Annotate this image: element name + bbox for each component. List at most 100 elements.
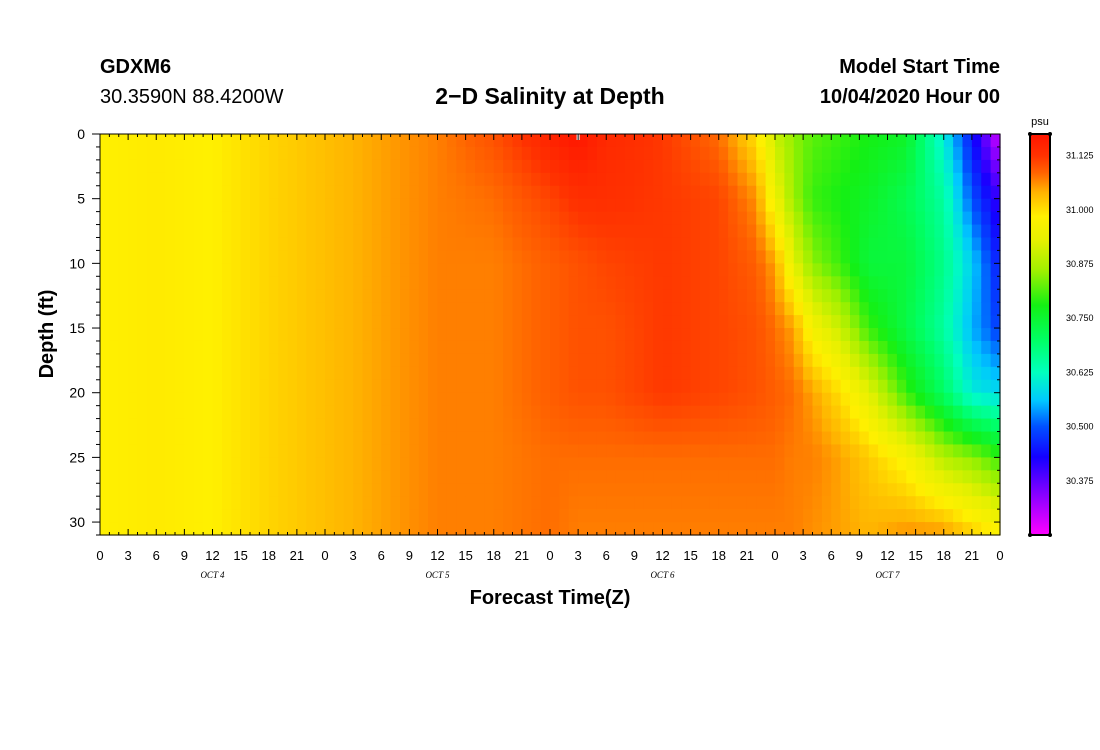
heatmap-cell [793, 211, 804, 226]
heatmap-cell [156, 418, 167, 433]
heatmap-cell [287, 522, 298, 536]
heatmap-cell [428, 134, 439, 148]
heatmap-cell [578, 431, 589, 446]
heatmap-cell [671, 185, 682, 200]
heatmap-cell [859, 263, 870, 277]
heatmap-cell [756, 379, 767, 394]
heatmap-cell [221, 263, 232, 277]
heatmap-cell [868, 198, 879, 213]
heatmap-cell [550, 353, 560, 368]
heatmap-cell [221, 509, 232, 523]
heatmap-cell [353, 224, 364, 239]
heatmap-cell [325, 198, 335, 213]
heatmap-cell [175, 172, 185, 187]
heatmap-cell [690, 198, 701, 213]
heatmap-cell [756, 302, 767, 316]
heatmap-cell [128, 496, 139, 510]
heatmap-cell [353, 444, 364, 458]
heatmap-cell [353, 328, 364, 342]
heatmap-cell [887, 509, 898, 523]
heatmap-cell [690, 392, 701, 407]
heatmap-cell [287, 302, 298, 316]
heatmap-cell [765, 185, 776, 200]
heatmap-cell [943, 134, 954, 148]
heatmap-cell [456, 444, 467, 458]
heatmap-cell [240, 379, 251, 394]
heatmap-cell [681, 302, 692, 316]
heatmap-cell [465, 418, 476, 433]
heatmap-cell [671, 418, 682, 433]
heatmap-cell [568, 340, 579, 355]
heatmap-cell [709, 483, 720, 497]
heatmap-cell [362, 172, 373, 187]
heatmap-cell [193, 159, 204, 174]
heatmap-cell [690, 470, 701, 484]
heatmap-cell [531, 444, 542, 458]
heatmap-cell [268, 263, 279, 277]
heatmap-cell [390, 211, 401, 226]
heatmap-cell [315, 224, 326, 239]
x-tick-label: 12 [880, 548, 894, 563]
heatmap-cell [868, 289, 879, 303]
heatmap-cell [428, 405, 439, 420]
heatmap-cell [137, 444, 148, 458]
heatmap-cell [625, 146, 635, 161]
heatmap-cell [521, 263, 532, 277]
heatmap-cell [653, 315, 664, 329]
heatmap-cell [775, 522, 785, 536]
heatmap-cell [587, 418, 598, 433]
heatmap-cell [371, 444, 382, 458]
heatmap-cell [193, 431, 204, 446]
heatmap-cell [596, 392, 607, 407]
heatmap-cell [653, 276, 664, 290]
heatmap-cell [568, 185, 579, 200]
heatmap-cell [831, 366, 842, 381]
heatmap-cell [343, 509, 354, 523]
heatmap-cell [306, 263, 317, 277]
heatmap-cell [184, 134, 195, 148]
heatmap-cell [606, 392, 617, 407]
heatmap-cell [240, 198, 251, 213]
heatmap-cell [981, 418, 992, 433]
heatmap-cell [615, 405, 626, 420]
heatmap-cell [531, 198, 542, 213]
heatmap-cell [868, 185, 879, 200]
heatmap-cell [775, 379, 785, 394]
heatmap-cell [887, 483, 898, 497]
heatmap-cell [868, 315, 879, 329]
heatmap-cell [990, 483, 1001, 497]
heatmap-cell [887, 392, 898, 407]
heatmap-cell [128, 172, 139, 187]
heatmap-cell [521, 509, 532, 523]
heatmap-cell [784, 134, 795, 148]
heatmap-cell [550, 302, 560, 316]
heatmap-cell [334, 418, 345, 433]
heatmap-cell [765, 509, 776, 523]
heatmap-cell [690, 431, 701, 446]
heatmap-cell [943, 418, 954, 433]
heatmap-cell [831, 328, 842, 342]
heatmap-cell [643, 379, 654, 394]
heatmap-cell [559, 134, 570, 148]
heatmap-cell [859, 366, 870, 381]
heatmap-cell [821, 483, 832, 497]
heatmap-cell [456, 509, 467, 523]
heatmap-cell [109, 315, 120, 329]
heatmap-cell [250, 418, 260, 433]
heatmap-cell [934, 211, 945, 226]
heatmap-cell [278, 353, 289, 368]
heatmap-cell [559, 444, 570, 458]
heatmap-cell [756, 146, 767, 161]
heatmap-cell [465, 522, 476, 536]
heatmap-cell [418, 353, 429, 368]
heatmap-cell [915, 405, 926, 420]
heatmap-cell [156, 211, 167, 226]
heatmap-cell [156, 224, 167, 239]
heatmap-cell [428, 289, 439, 303]
heatmap-cell [231, 418, 242, 433]
heatmap-cell [709, 444, 720, 458]
heatmap-cell [212, 483, 223, 497]
heatmap-cell [868, 470, 879, 484]
heatmap-cell [662, 353, 673, 368]
heatmap-cell [400, 250, 410, 264]
